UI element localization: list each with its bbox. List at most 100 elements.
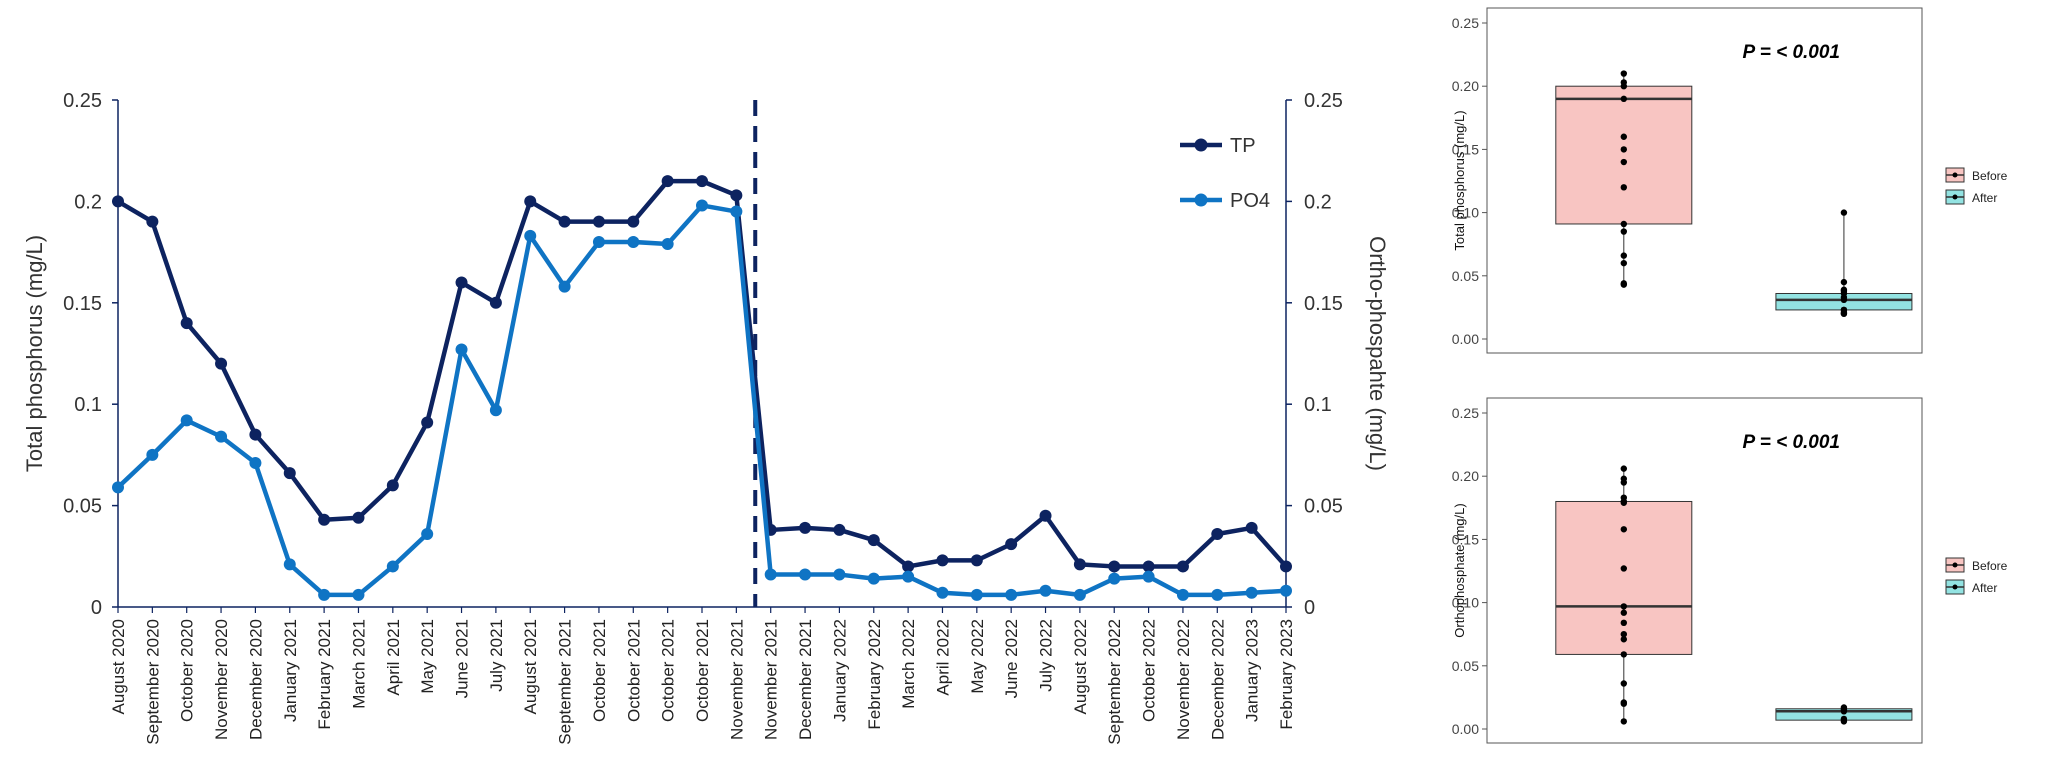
xtick-label: January 2021 (281, 619, 300, 722)
xtick-label: May 2021 (418, 619, 437, 694)
box-before (1555, 85, 1693, 225)
data-point-tp (627, 215, 640, 228)
xtick-label: December 2020 (246, 619, 265, 740)
xtick-label: September 2021 (556, 619, 575, 745)
data-point-after (1840, 708, 1848, 715)
data-point-before (1620, 603, 1628, 610)
xtick-label: November 2020 (212, 619, 231, 740)
right-ytick-label: 0 (1304, 597, 1315, 619)
data-point-before (1620, 565, 1628, 572)
left-ytick-label: 0.25 (63, 90, 102, 112)
data-point-before (1620, 158, 1628, 166)
data-point-tp (180, 317, 193, 330)
data-point-tp (421, 416, 434, 429)
ytick-label: 0.00 (1452, 721, 1479, 737)
legend-label-after: After (1972, 581, 1997, 595)
data-point-before (1620, 631, 1628, 638)
y-axis-title: Total phosphorus (mg/L) (1452, 110, 1467, 250)
right-ytick-label: 0.1 (1304, 394, 1332, 416)
data-point-po4 (936, 586, 949, 599)
data-point-po4 (1176, 588, 1189, 601)
xtick-label: December 2022 (1208, 619, 1227, 740)
data-point-tp (799, 521, 812, 534)
ytick-label: 0.15 (1452, 531, 1479, 547)
data-point-before (1620, 83, 1628, 90)
ytick-label: 0.20 (1452, 78, 1479, 94)
legend-marker-po4 (1194, 193, 1208, 207)
data-point-po4 (489, 404, 502, 417)
xtick-label: November 2022 (1174, 619, 1193, 740)
data-point-tp (1108, 560, 1121, 573)
data-point-po4 (627, 235, 640, 248)
data-point-tp (215, 357, 228, 370)
data-point-tp (1073, 558, 1086, 571)
p-value-annotation: P = < 0.001 (1742, 42, 1840, 63)
left-ytick-label: 0.05 (63, 496, 102, 518)
data-point-tp (146, 215, 159, 228)
legend-key-dot (1952, 194, 1958, 200)
left-axis-title: Total phosphorus (mg/L) (22, 235, 47, 472)
left-ytick-label: 0 (91, 597, 102, 619)
y-axis-title: Orthophosphate (mg/L) (1452, 503, 1467, 637)
xtick-label: March 2021 (349, 619, 368, 709)
data-point-before (1620, 609, 1628, 616)
ytick-label: 0.00 (1452, 331, 1479, 347)
left-ytick-label: 0.1 (74, 394, 102, 416)
xtick-label: October 2021 (624, 619, 643, 722)
ytick-label: 0.15 (1452, 141, 1479, 157)
xtick-label: December 2021 (796, 619, 815, 740)
data-point-after (1840, 310, 1848, 317)
data-point-before (1620, 281, 1628, 288)
data-point-after (1840, 296, 1848, 304)
data-point-tp (1211, 527, 1224, 540)
data-point-tp (489, 296, 502, 309)
ytick-label: 0.10 (1452, 205, 1479, 221)
data-point-tp (558, 215, 571, 228)
data-point-tp (661, 175, 674, 188)
ytick-label: 0.05 (1452, 658, 1479, 674)
data-point-po4 (180, 414, 193, 427)
main-line-chart: 0 0 0.05 0.05 0.1 0.1 0.15 0.15 0.2 0.2 0.25 0.25 To… (22, 90, 1390, 745)
data-point-before (1620, 95, 1628, 103)
xtick-label: September 2020 (143, 619, 162, 745)
legend-key-dot (1952, 584, 1958, 590)
data-point-before (1620, 499, 1628, 506)
data-point-tp (283, 467, 296, 480)
data-point-po4 (1005, 588, 1018, 601)
series-line-tp (116, 178, 1288, 569)
data-point-after (1840, 718, 1848, 725)
data-point-before (1620, 479, 1628, 486)
data-point-po4 (1142, 570, 1155, 583)
data-point-tp (1039, 509, 1052, 522)
xtick-label: April 2022 (933, 619, 952, 696)
data-point-tp (730, 189, 743, 202)
xtick-label: July 2022 (1037, 619, 1056, 692)
data-point-po4 (902, 570, 915, 583)
legend-label-before: Before (1972, 559, 2008, 573)
data-point-tp (696, 175, 708, 188)
xtick-label: February 2023 (1277, 619, 1296, 730)
right-ytick-label: 0.25 (1304, 90, 1343, 112)
data-point-before (1620, 526, 1628, 533)
xtick-label: October 2020 (178, 619, 197, 722)
xtick-label: June 2022 (1002, 619, 1021, 698)
xtick-label: November 2021 (762, 619, 781, 740)
data-point-before (1620, 252, 1628, 259)
data-point-po4 (283, 558, 296, 571)
data-point-po4 (1245, 586, 1258, 599)
data-point-after (1840, 278, 1848, 286)
xtick-label: March 2022 (899, 619, 918, 709)
right-axis-title: Ortho-phospahte (mg/L) (1365, 236, 1390, 471)
data-point-tp (936, 554, 949, 567)
xtick-label: October 2021 (659, 619, 678, 722)
legend-label-before: Before (1972, 169, 2008, 183)
data-point-po4 (146, 448, 159, 461)
left-ytick-label: 0.15 (63, 293, 102, 315)
data-point-po4 (1108, 572, 1121, 585)
data-point-tp (455, 276, 468, 289)
ortho-boxplot-panel: 0.00 0.05 0.10 0.15 0.20 0.25 Orthophosphate (… (1452, 397, 2008, 744)
ytick-label: 0.10 (1452, 595, 1479, 611)
ytick-label: 0.05 (1452, 268, 1479, 284)
data-point-po4 (352, 588, 365, 601)
data-point-po4 (455, 343, 468, 356)
